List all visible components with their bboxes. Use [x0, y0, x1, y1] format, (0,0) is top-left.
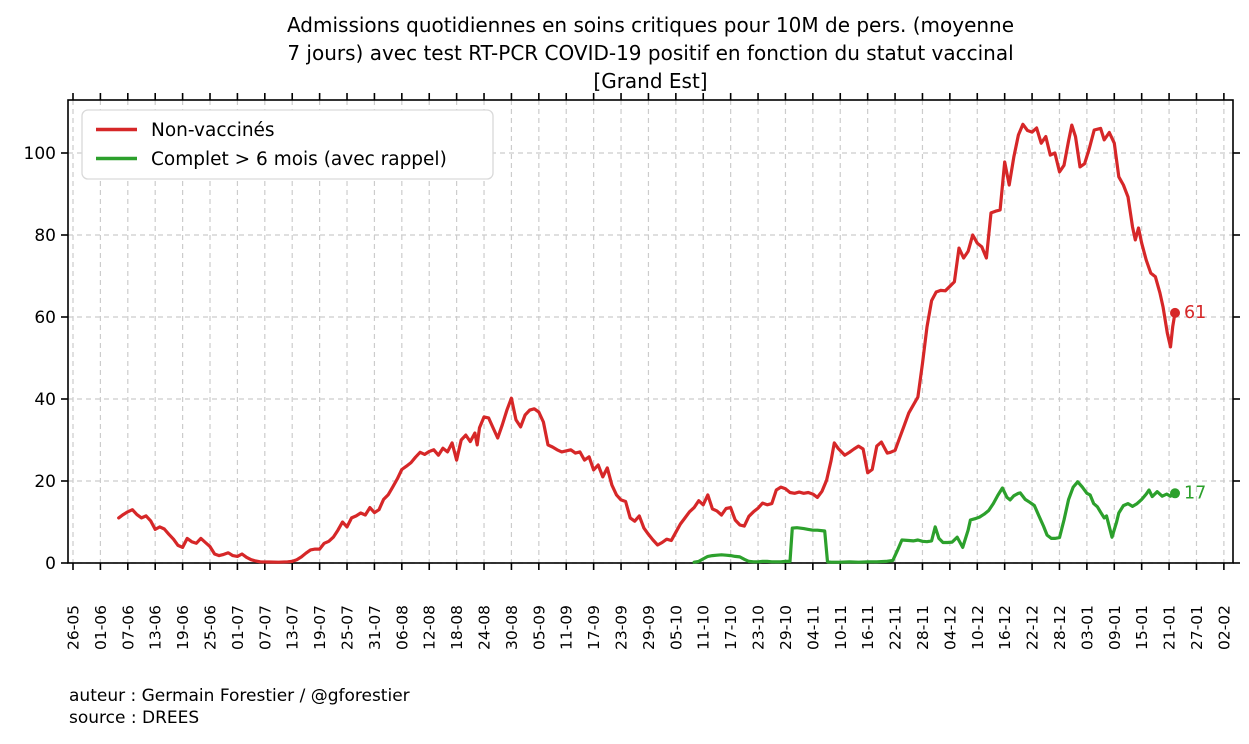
chart-title-line-2: 7 jours) avec test RT-PCR COVID-19 posit…	[287, 41, 1014, 65]
x-tick-label: 01-07	[229, 605, 247, 650]
chart-title: Admissions quotidiennes en soins critiqu…	[52, 11, 1249, 95]
x-tick-label: 02-02	[1215, 605, 1233, 650]
x-tick-label: 04-12	[941, 605, 959, 650]
legend-box	[81, 109, 494, 180]
x-tick-label: 22-11	[887, 605, 905, 650]
x-tick-label: 06-08	[393, 605, 411, 650]
legend-entry-label: Complet > 6 mois (avec rappel)	[151, 149, 447, 170]
x-tick-label: 16-11	[859, 605, 877, 650]
plot-frame	[67, 99, 1234, 564]
x-tick-label: 09-01	[1106, 605, 1124, 650]
x-tick-label: 19-07	[311, 605, 329, 650]
series-end-value-label: 17	[1184, 483, 1206, 503]
x-tick-label: 21-01	[1161, 605, 1179, 650]
legend-entry-label: Non-vaccinés	[151, 120, 275, 141]
x-tick-label: 05-10	[667, 605, 685, 650]
x-tick-label: 01-06	[92, 605, 110, 650]
footer-source: source : DREES	[69, 708, 200, 728]
x-tick-label: 15-01	[1133, 605, 1151, 650]
x-tick-label: 24-08	[476, 605, 494, 650]
x-tick-label: 22-12	[1024, 605, 1042, 650]
x-tick-label: 17-09	[585, 605, 603, 650]
x-tick-label: 28-11	[914, 605, 932, 650]
chart-title-line-1: Admissions quotidiennes en soins critiqu…	[286, 13, 1015, 37]
y-tick-label: 100	[24, 144, 56, 164]
y-tick-label: 40	[34, 390, 56, 410]
x-tick-label: 25-06	[202, 605, 220, 650]
x-tick-label: 10-11	[832, 605, 850, 650]
x-tick-label: 17-10	[722, 605, 740, 650]
x-tick-label: 05-09	[530, 605, 548, 650]
x-tick-label: 04-11	[804, 605, 822, 650]
y-tick-label: 60	[34, 308, 56, 328]
x-tick-label: 07-07	[256, 605, 274, 650]
x-tick-label: 19-06	[174, 605, 192, 650]
y-tick-label: 80	[34, 226, 56, 246]
x-tick-label: 13-06	[147, 605, 165, 650]
x-tick-label: 29-09	[640, 605, 658, 650]
chart-footer: auteur : Germain Forestier / @gforestier…	[69, 685, 410, 729]
x-tick-label: 11-10	[695, 605, 713, 650]
series-end-value-label: 61	[1184, 303, 1206, 323]
x-tick-label: 28-12	[1051, 605, 1069, 650]
series-end-dot	[1170, 488, 1181, 499]
x-tick-label: 23-09	[613, 605, 631, 650]
y-tick-label: 0	[45, 554, 56, 574]
series-end-dot	[1170, 307, 1181, 318]
x-tick-label: 07-06	[119, 605, 137, 650]
x-tick-label: 29-10	[777, 605, 795, 650]
x-tick-label: 26-05	[65, 605, 83, 650]
x-tick-label: 11-09	[558, 605, 576, 650]
series-line-complet-6-mois-avec-rappel-	[692, 480, 1177, 564]
x-tick-label: 16-12	[996, 605, 1014, 650]
x-tick-label: 27-01	[1188, 605, 1206, 650]
footer-author: auteur : Germain Forestier / @gforestier	[69, 686, 410, 706]
x-tick-label: 23-10	[750, 605, 768, 650]
x-tick-label: 12-08	[421, 605, 439, 650]
chart-title-line-3: [Grand Est]	[593, 69, 708, 93]
x-tick-label: 13-07	[284, 605, 302, 650]
x-tick-label: 03-01	[1078, 605, 1096, 650]
series-line-non-vaccin-s	[117, 122, 1177, 564]
x-tick-label: 10-12	[969, 605, 987, 650]
x-tick-label: 18-08	[448, 605, 466, 650]
x-tick-label: 30-08	[503, 605, 521, 650]
y-tick-label: 20	[34, 472, 56, 492]
x-tick-label: 31-07	[366, 605, 384, 650]
x-tick-label: 25-07	[339, 605, 357, 650]
